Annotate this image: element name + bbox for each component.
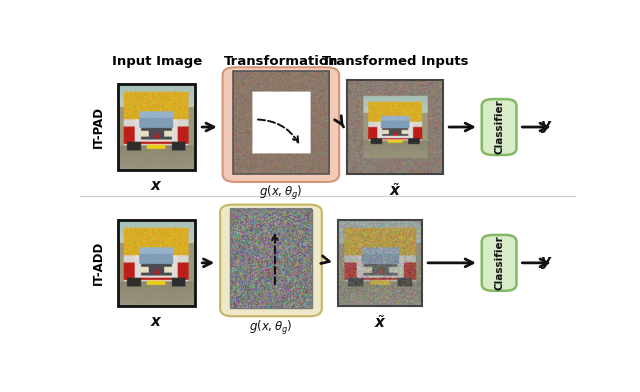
Text: $\boldsymbol{y}$: $\boldsymbol{y}$ [540,255,552,271]
FancyBboxPatch shape [220,205,322,316]
Bar [230,209,312,308]
Text: IT-ADD: IT-ADD [92,241,106,285]
Bar [118,220,195,306]
Text: Classifier: Classifier [494,100,504,154]
FancyBboxPatch shape [223,67,339,182]
Text: IT-PAD: IT-PAD [92,106,106,148]
Text: $g(x, \theta_g)$: $g(x, \theta_g)$ [259,184,303,202]
Bar [232,71,329,174]
Bar [347,80,444,174]
Text: $\tilde{\boldsymbol{x}}$: $\tilde{\boldsymbol{x}}$ [388,182,401,199]
FancyBboxPatch shape [482,235,516,291]
Text: $\boldsymbol{y}$: $\boldsymbol{y}$ [540,119,552,135]
Bar [338,220,422,306]
Text: Transformed Inputs: Transformed Inputs [322,54,468,67]
Text: $g(x, \theta_g)$: $g(x, \theta_g)$ [249,319,292,337]
Text: Transformation: Transformation [223,54,338,67]
Bar [118,84,195,170]
Text: $\boldsymbol{x}$: $\boldsymbol{x}$ [150,314,163,329]
Text: $\boldsymbol{x}$: $\boldsymbol{x}$ [150,178,163,194]
FancyBboxPatch shape [482,99,516,155]
Text: Classifier: Classifier [494,236,504,290]
Text: $\tilde{\boldsymbol{x}}$: $\tilde{\boldsymbol{x}}$ [374,314,387,331]
Text: Input Image: Input Image [112,54,202,67]
